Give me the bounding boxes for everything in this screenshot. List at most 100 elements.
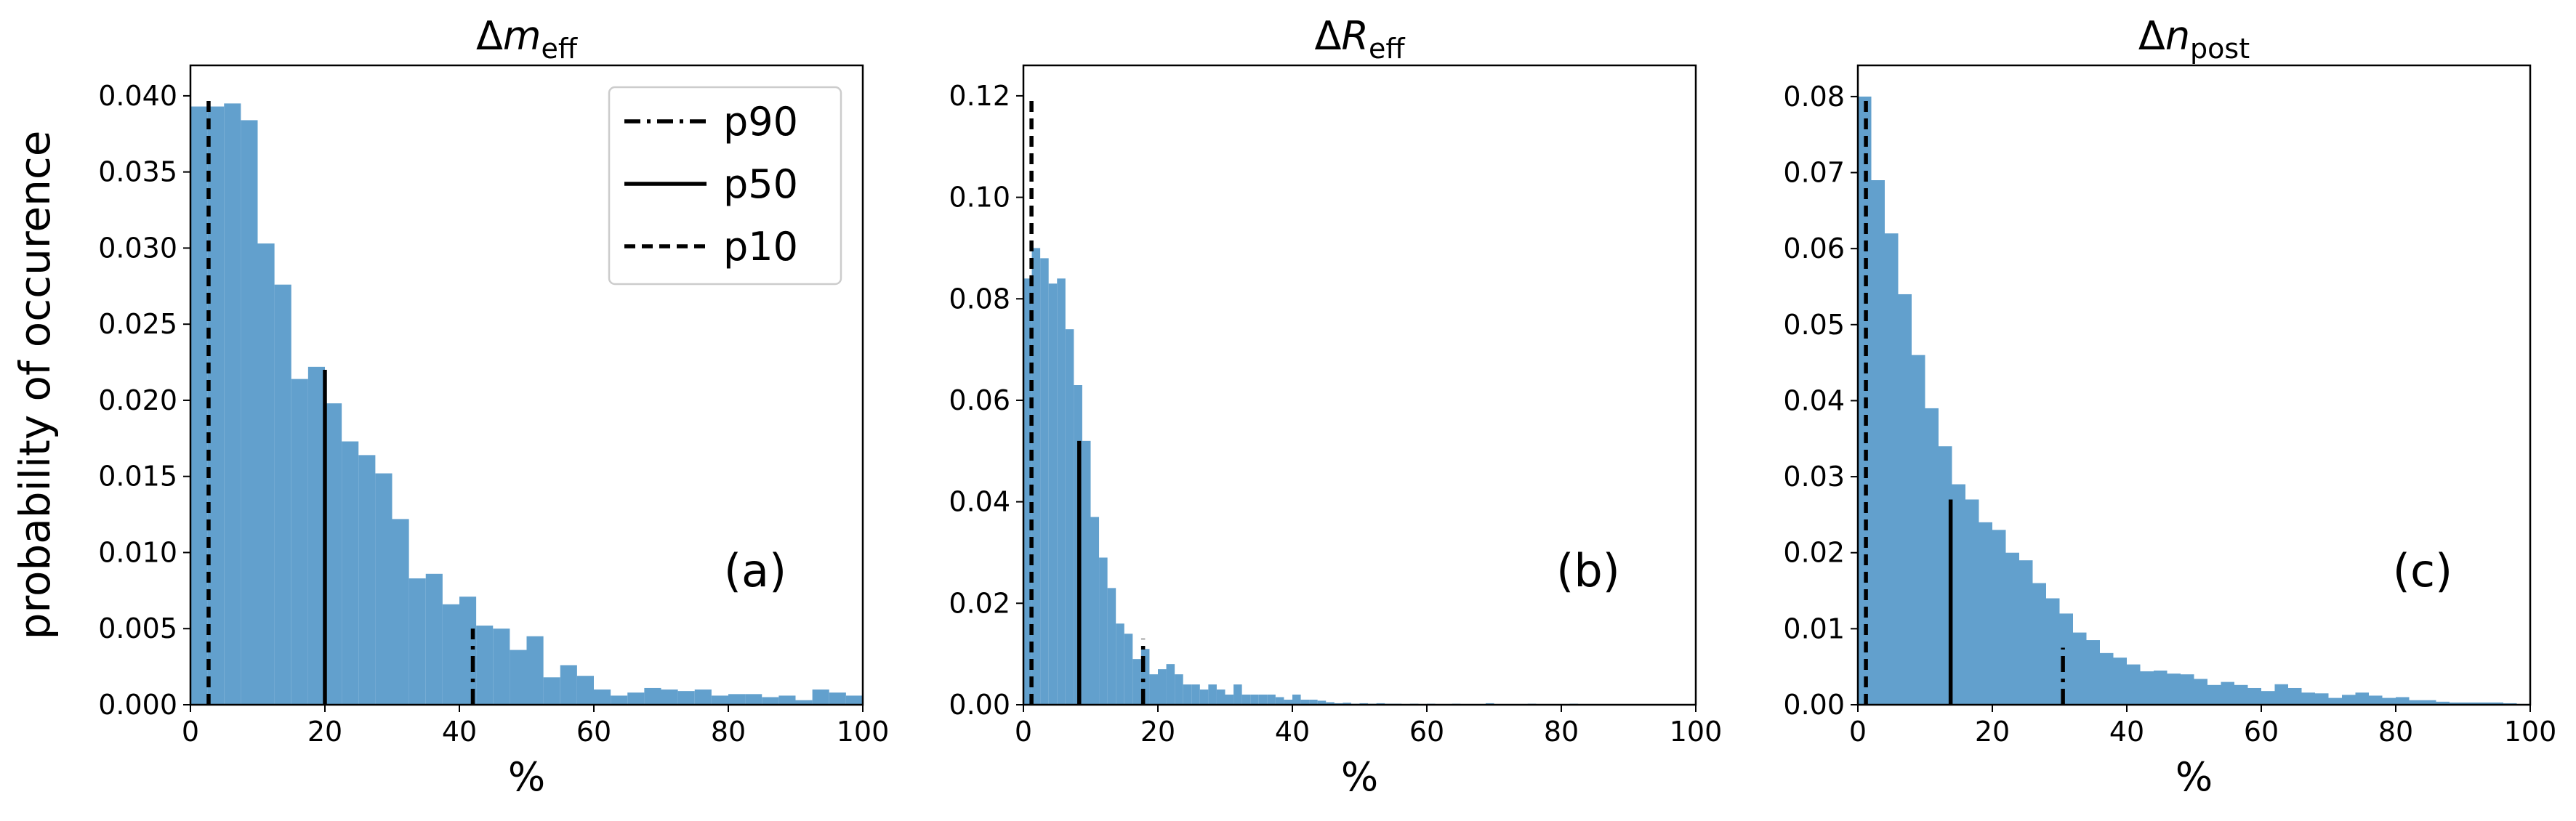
x-axis-label: % [1341, 754, 1378, 800]
bar [1241, 695, 1251, 705]
axes-frame [1022, 64, 1697, 706]
x-axis-label: % [508, 754, 545, 800]
x-tick-label: 100 [1670, 716, 1723, 748]
title-subscript: eff [542, 33, 578, 65]
bar [2247, 687, 2261, 705]
x-tick-label: 0 [182, 716, 199, 748]
bar [2005, 552, 2019, 705]
bar [2194, 679, 2207, 705]
bar [510, 650, 527, 705]
bar [2436, 701, 2450, 705]
y-tick-label: 0.030 [98, 232, 177, 264]
bar [241, 120, 258, 705]
bar [2450, 702, 2463, 705]
bar [694, 689, 712, 705]
bar [1912, 355, 1925, 705]
title-symbol: Δ [1314, 13, 1341, 59]
bar [2423, 700, 2436, 705]
bar [812, 689, 829, 705]
y-tick-label: 0.015 [98, 461, 177, 493]
panel-annotation: (c) [2393, 544, 2452, 597]
x-tick-label: 0 [1015, 716, 1032, 748]
panel-annotation: (a) [724, 544, 786, 597]
axes-frame [189, 64, 864, 706]
bar [2261, 691, 2275, 705]
bar [2019, 560, 2033, 705]
bar [2409, 700, 2423, 705]
bar [1267, 695, 1276, 705]
x-tick-label: 60 [2244, 716, 2279, 748]
bar [408, 578, 426, 705]
panel-annotation: (b) [1556, 544, 1620, 597]
x-tick-label: 20 [1140, 716, 1175, 748]
bar [2046, 598, 2060, 705]
bar [1175, 674, 1183, 705]
bar [560, 665, 577, 705]
axes-frame [1856, 64, 2532, 706]
bar [627, 692, 645, 705]
y-tick-label: 0.05 [1783, 309, 1845, 341]
bar [2315, 693, 2329, 705]
bar [2301, 692, 2315, 705]
bar [2234, 684, 2248, 705]
panel-title: Δnpost [2138, 13, 2250, 65]
bar [1124, 634, 1133, 705]
title-variable: m [503, 13, 542, 59]
x-tick-label: 0 [1849, 716, 1867, 748]
bar [325, 403, 342, 705]
bar [2396, 697, 2410, 705]
bar [1048, 283, 1058, 705]
y-tick-label: 0.08 [1783, 81, 1845, 113]
y-tick-label: 0.01 [1783, 612, 1845, 644]
bar [576, 676, 594, 705]
bar [1284, 700, 1292, 705]
bar [224, 103, 241, 705]
y-tick-label: 0.000 [98, 689, 177, 721]
bar [2476, 702, 2490, 705]
legend-box [608, 86, 842, 286]
bar [2167, 674, 2181, 705]
x-tick-label: 100 [837, 716, 890, 748]
bar [2127, 664, 2141, 705]
bar [1149, 674, 1158, 705]
x-tick-label: 40 [2109, 716, 2144, 748]
x-tick-label: 60 [576, 716, 611, 748]
bar [291, 379, 308, 705]
bar [1132, 659, 1141, 705]
bar [425, 573, 443, 705]
x-tick-label: 20 [1975, 716, 2010, 748]
bar [2355, 692, 2369, 705]
y-tick-label: 0.035 [98, 156, 177, 188]
bar [611, 695, 628, 705]
bar [476, 626, 494, 705]
y-tick-label: 0.10 [949, 182, 1010, 214]
panel-title: ΔReff [1314, 13, 1405, 65]
bar [2463, 702, 2476, 705]
bar [1191, 684, 1200, 705]
legend-label: p10 [723, 224, 798, 270]
bar [1952, 484, 1965, 705]
y-axis-label: probability of occurence [10, 131, 60, 640]
bar [543, 677, 560, 705]
bar [2086, 640, 2100, 705]
x-tick-label: 60 [1409, 716, 1444, 748]
title-subscript: post [2190, 33, 2250, 65]
bar [2382, 697, 2396, 705]
bar [1979, 522, 1992, 705]
bar [644, 687, 661, 705]
bar [1343, 703, 1351, 705]
bar [1250, 695, 1259, 705]
bar [1225, 695, 1234, 705]
y-tick-label: 0.12 [949, 80, 1010, 112]
bar [1040, 258, 1049, 705]
bar [1140, 649, 1150, 705]
bar [1208, 684, 1217, 705]
bar [257, 243, 275, 705]
bar [1158, 669, 1167, 705]
x-tick-label: 100 [2504, 716, 2557, 748]
bar [1216, 689, 1225, 705]
y-tick-label: 0.025 [98, 308, 177, 340]
bar [1326, 702, 1335, 705]
y-tick-label: 0.06 [949, 384, 1010, 416]
bar [1898, 294, 1912, 705]
